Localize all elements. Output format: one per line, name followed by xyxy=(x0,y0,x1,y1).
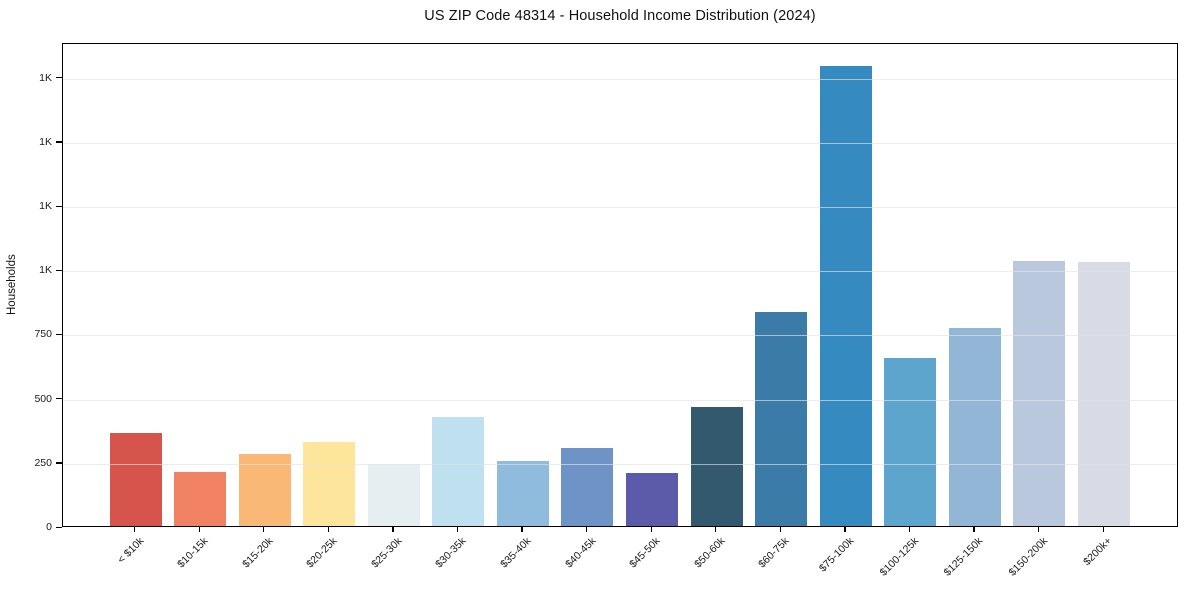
bar-$75-100k xyxy=(819,66,872,526)
x-tick-label: $30-35k xyxy=(433,535,469,571)
y-tick-label: 750 xyxy=(34,328,52,341)
x-tick-label: $40-45k xyxy=(562,535,598,571)
x-tick-label: $35-40k xyxy=(498,535,534,571)
bar-$150-200k xyxy=(1013,260,1066,526)
x-tick-label: < $10k xyxy=(114,535,146,566)
y-tick-mark xyxy=(56,205,62,207)
gridline xyxy=(63,207,1177,209)
bar-$25-30k xyxy=(367,463,420,526)
bar-$45-50k xyxy=(626,473,679,526)
x-tick-label: $50-60k xyxy=(691,535,728,571)
bar-$200k+ xyxy=(1078,261,1131,526)
x-tick-label: $60-75k xyxy=(756,535,792,571)
x-tick-label: $75-100k xyxy=(816,535,857,575)
x-tick-label: $25-30k xyxy=(368,535,405,571)
x-tick-mark xyxy=(134,527,136,532)
gridline xyxy=(63,78,1177,80)
y-tick-mark xyxy=(56,77,62,79)
x-tick-mark xyxy=(198,527,200,532)
x-tick-mark xyxy=(779,527,781,532)
y-tick-mark xyxy=(56,398,62,400)
plot-area xyxy=(62,43,1178,527)
x-tick-mark xyxy=(715,527,717,532)
y-tick-mark xyxy=(56,462,62,464)
bar-$20-25k xyxy=(303,442,356,526)
x-tick-mark xyxy=(908,527,911,532)
bar-$15-20k xyxy=(238,453,291,526)
gridline xyxy=(63,463,1177,465)
x-tick-label: $15-20k xyxy=(239,535,276,571)
x-tick-mark xyxy=(973,527,975,532)
x-tick-mark xyxy=(585,527,588,532)
bar-$50-60k xyxy=(690,407,743,526)
gridline xyxy=(63,271,1177,273)
bar-$35-40k xyxy=(496,460,549,526)
bar-$60-75k xyxy=(755,312,808,526)
x-tick-label: $45-50k xyxy=(627,535,663,571)
x-tick-mark xyxy=(392,527,394,532)
y-tick-mark xyxy=(56,526,62,528)
x-tick-mark xyxy=(327,527,329,532)
gridline xyxy=(63,142,1177,144)
x-tick-label: $10-15k xyxy=(175,535,211,571)
gridline xyxy=(63,399,1177,401)
x-tick-label: $100-125k xyxy=(877,535,921,579)
y-tick-label: 250 xyxy=(34,456,52,469)
x-tick-mark xyxy=(1102,527,1104,532)
chart-title: US ZIP Code 48314 - Household Income Dis… xyxy=(424,8,816,24)
x-tick-mark xyxy=(1037,527,1040,532)
y-tick-mark xyxy=(56,333,62,336)
bar-< $10k xyxy=(109,432,162,526)
x-tick-mark xyxy=(650,527,652,532)
x-tick-mark xyxy=(456,527,459,532)
y-tick-label: 1K xyxy=(39,135,52,148)
y-tick-mark xyxy=(56,269,62,272)
bar-$125-150k xyxy=(948,328,1001,526)
x-tick-mark xyxy=(521,527,523,532)
x-tick-mark xyxy=(263,527,265,532)
bar-$10-15k xyxy=(174,471,227,526)
x-tick-mark xyxy=(844,527,846,532)
y-axis-label: Households xyxy=(6,254,18,316)
y-tick-label: 1K xyxy=(39,264,52,277)
bar-$30-35k xyxy=(432,417,485,526)
bar-$100-125k xyxy=(884,358,937,526)
gridline xyxy=(63,335,1177,337)
y-tick-label: 500 xyxy=(34,392,52,405)
x-tick-label: $200k+ xyxy=(1081,535,1115,569)
x-tick-label: $20-25k xyxy=(304,535,340,571)
y-tick-mark xyxy=(56,141,62,143)
y-tick-label: 0 xyxy=(46,521,52,533)
y-tick-label: 1K xyxy=(39,71,52,84)
x-tick-label: $125-150k xyxy=(941,535,986,579)
y-tick-label: 1K xyxy=(39,200,52,213)
x-tick-label: $150-200k xyxy=(1006,535,1050,579)
bar-$40-45k xyxy=(561,448,614,526)
